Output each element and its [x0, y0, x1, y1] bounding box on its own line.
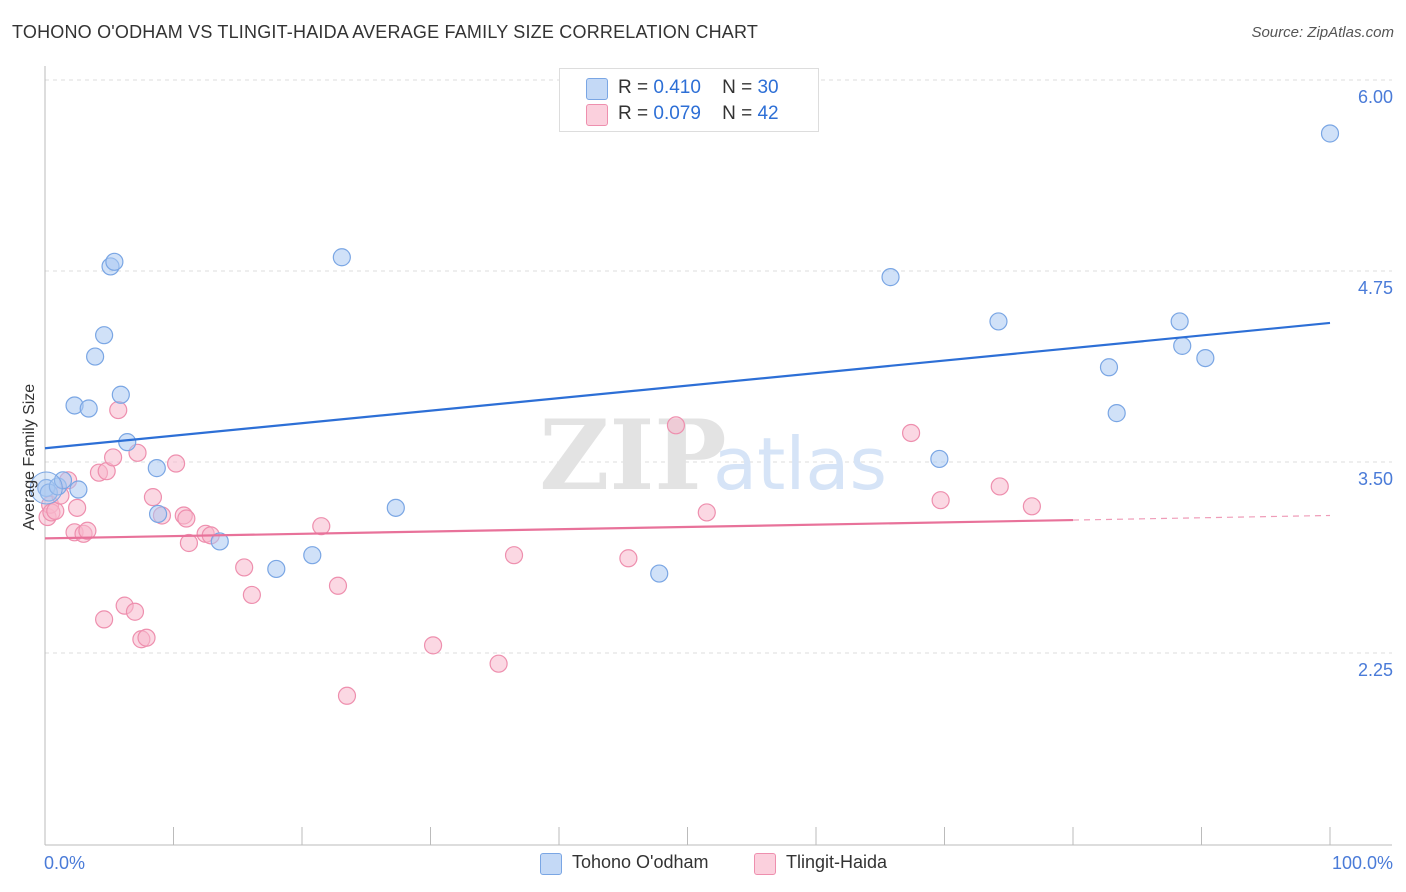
tlingit-point	[104, 448, 123, 467]
legend-r-label: R =	[618, 103, 649, 124]
tohono-point	[1173, 336, 1192, 355]
x-tick-labels: 0.0% 100.0%	[44, 853, 1393, 873]
tlingit-point	[177, 509, 196, 528]
watermark-zip: ZIP	[539, 399, 726, 512]
tlingit-point	[901, 423, 921, 443]
tohono-point	[989, 312, 1008, 331]
tohono-point	[1107, 404, 1126, 423]
trend-lines	[44, 321, 1331, 540]
tohono-point	[86, 347, 105, 366]
x-tick-label: 0.0%	[44, 853, 85, 873]
tohono-point	[303, 546, 322, 565]
bottom-legend-label: Tlingit-Haida	[786, 852, 888, 872]
tohono-point	[1196, 348, 1215, 368]
tlingit-point	[78, 521, 97, 540]
tohono-point	[148, 504, 168, 524]
tohono-point	[650, 564, 669, 583]
tlingit-point	[504, 546, 524, 565]
tlingit-point	[328, 576, 348, 595]
tohono-point	[69, 480, 88, 499]
tohono-point-cluster	[29, 471, 63, 505]
tlingit-point	[143, 488, 163, 507]
bottom-legend-swatch-pink	[754, 853, 776, 875]
tlingit-point	[95, 610, 114, 629]
tlingit-point	[125, 602, 145, 621]
series-tohono-odham-points	[29, 124, 1340, 583]
tohono-point	[111, 385, 130, 404]
legend-n-value: 42	[757, 103, 779, 124]
tlingit-point	[68, 498, 87, 517]
correlation-legend: R = 0.410 N = 30 R = 0.079 N = 42	[559, 68, 819, 132]
tohono-point	[267, 559, 286, 579]
trend-line	[44, 321, 1331, 450]
tohono-point	[1099, 358, 1119, 377]
tohono-point	[53, 471, 73, 490]
tlingit-point	[931, 491, 950, 510]
tohono-point	[95, 326, 114, 345]
axes	[44, 66, 1392, 846]
legend-swatch-blue	[586, 78, 608, 100]
y-tick-label: 6.00	[1358, 87, 1393, 107]
tohono-point	[1320, 124, 1340, 143]
tohono-point	[105, 252, 124, 271]
tlingit-point	[166, 454, 186, 473]
tohono-point	[79, 399, 98, 418]
bottom-legend-label: Tohono O'odham	[572, 852, 709, 872]
series-tlingit-haida-points	[38, 400, 1041, 705]
tohono-point	[930, 449, 949, 469]
tlingit-point	[337, 686, 357, 705]
tlingit-point	[179, 533, 199, 553]
tlingit-point	[46, 501, 65, 520]
tlingit-point	[489, 654, 508, 673]
legend-n-value: 30	[757, 77, 779, 98]
tohono-point	[1170, 312, 1189, 331]
tohono-point	[118, 433, 137, 452]
tlingit-point	[423, 636, 443, 655]
tlingit-point	[242, 585, 261, 605]
tohono-point	[386, 498, 405, 517]
tlingit-point	[312, 517, 331, 536]
tohono-point	[881, 268, 900, 287]
tlingit-point	[109, 400, 128, 420]
trend-line	[44, 518, 1074, 540]
source-credit: Source: ZipAtlas.com	[1251, 24, 1394, 41]
legend-n-label: N =	[722, 77, 753, 98]
x-tick-label: 100.0%	[1332, 853, 1393, 873]
legend-r-value: 0.410	[653, 77, 701, 98]
tohono-point	[147, 459, 166, 478]
y-tick-label: 4.75	[1358, 278, 1393, 298]
watermark: ZIP atlas	[539, 399, 887, 512]
tlingit-point	[137, 628, 156, 647]
y-tick-labels: 6.00 4.75 3.50 2.25	[1358, 87, 1393, 680]
legend-r-label: R =	[618, 77, 649, 98]
tlingit-point	[697, 503, 716, 522]
tlingit-point	[990, 477, 1009, 496]
tlingit-point	[235, 558, 254, 577]
tlingit-point	[619, 549, 638, 568]
legend-r-value: 0.079	[653, 103, 701, 124]
trend-line-extension	[1072, 514, 1331, 521]
bottom-legend-swatch-blue	[540, 853, 562, 875]
legend-swatch-pink	[586, 104, 608, 126]
tohono-point	[210, 532, 229, 551]
watermark-atlas: atlas	[713, 422, 887, 506]
y-axis-label: Average Family Size	[21, 384, 38, 531]
chart-title: TOHONO O'ODHAM VS TLINGIT-HAIDA AVERAGE …	[12, 22, 759, 42]
legend-n-label: N =	[722, 103, 753, 124]
tohono-point	[332, 248, 351, 267]
tlingit-point	[666, 416, 686, 435]
y-tick-label: 2.25	[1358, 660, 1393, 680]
tlingit-point	[1022, 497, 1041, 516]
y-tick-label: 3.50	[1358, 469, 1393, 489]
